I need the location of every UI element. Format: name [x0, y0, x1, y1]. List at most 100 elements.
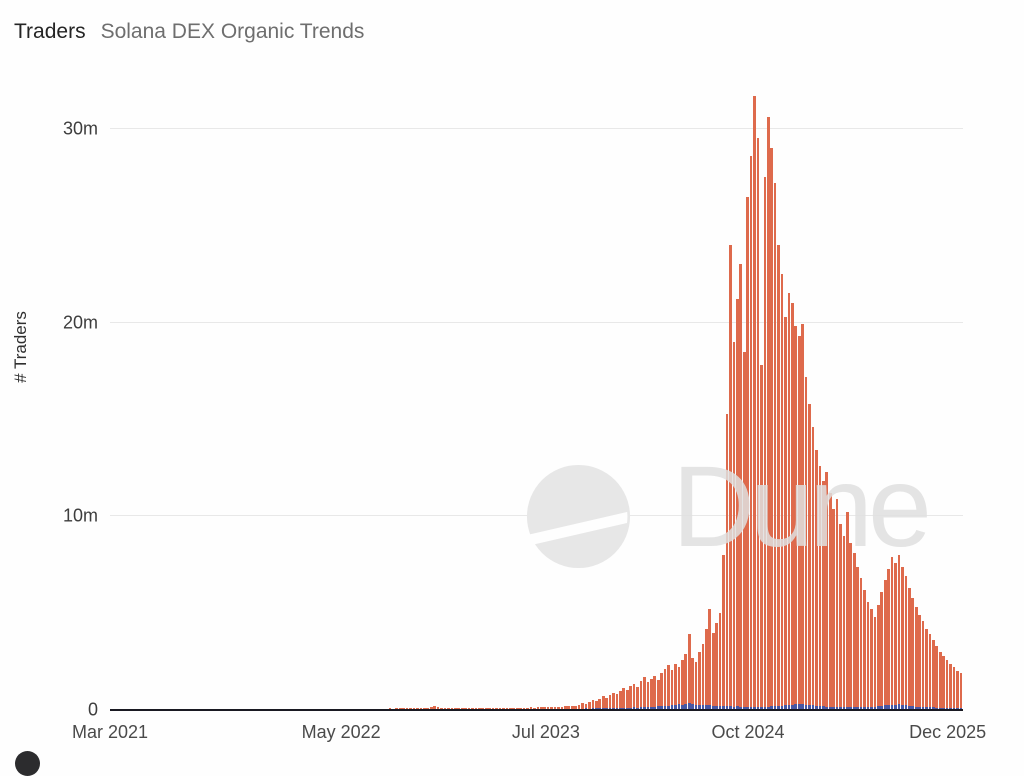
bar-traders-orange [956, 671, 959, 710]
bar-traders-orange [770, 148, 773, 710]
bar-traders-orange [729, 245, 732, 710]
bar-traders-orange [860, 578, 863, 710]
bar-traders-orange [815, 450, 818, 710]
bar-traders-orange [653, 676, 656, 710]
bar-traders-orange [636, 687, 639, 710]
bar-traders-orange [922, 621, 925, 710]
bar-traders-orange [674, 664, 677, 711]
bar-traders-orange [774, 183, 777, 710]
bar-traders-orange [781, 274, 784, 710]
plot-area: Dune [110, 90, 963, 710]
x-tick-label-jul-2023: Jul 2023 [512, 722, 580, 743]
bar-traders-orange [633, 684, 636, 710]
bar-traders-orange [901, 567, 904, 710]
bar-traders-orange [911, 598, 914, 710]
bar-traders-orange [949, 664, 952, 711]
bar-traders-orange [647, 682, 650, 710]
bar-traders-orange [932, 640, 935, 710]
bar-traders-orange [832, 509, 835, 711]
bar-traders-orange [887, 569, 890, 710]
bar-traders-orange [753, 96, 756, 710]
bar-traders-orange [918, 615, 921, 710]
bar-traders-orange [870, 609, 873, 710]
bar-traders-orange [849, 543, 852, 710]
bar-traders-orange [946, 660, 949, 710]
bar-traders-orange [960, 673, 963, 710]
bar-traders-orange [691, 658, 694, 710]
bar-traders-orange [880, 592, 883, 710]
bar-traders-orange [643, 677, 646, 710]
bar-traders-orange [808, 404, 811, 710]
bar-traders-orange [719, 613, 722, 710]
bar-traders-orange [760, 365, 763, 710]
x-tick-label-mar-2021: Mar 2021 [72, 722, 148, 743]
bar-traders-orange [853, 553, 856, 710]
chart-title: Traders [14, 20, 86, 44]
bar-traders-orange [939, 652, 942, 710]
bar-traders-orange [671, 670, 674, 710]
bar-traders-orange [791, 303, 794, 710]
bar-traders-orange [836, 499, 839, 710]
bar-traders-orange [667, 665, 670, 710]
bar-traders-orange [846, 512, 849, 710]
bar-traders-orange [764, 177, 767, 710]
bar-traders-orange [736, 299, 739, 710]
bar-traders-orange [664, 669, 667, 710]
y-tick-label-0: 0 [88, 700, 98, 721]
bar-traders-orange [874, 617, 877, 710]
bar-traders-orange [825, 472, 828, 710]
bar-traders-orange [856, 567, 859, 710]
bar-traders-orange [867, 602, 870, 711]
bar-traders-orange [726, 414, 729, 710]
bar-traders-orange [935, 646, 938, 710]
bar-traders-orange [757, 138, 760, 710]
bar-traders-orange [915, 607, 918, 710]
bar-traders-orange [650, 679, 653, 710]
bar-traders-orange [798, 336, 801, 710]
bar-traders-orange [891, 557, 894, 710]
bars-layer[interactable] [110, 90, 963, 710]
bar-traders-orange [629, 686, 632, 710]
bar-traders-orange [622, 688, 625, 710]
bar-traders-orange [908, 588, 911, 710]
bar-traders-orange [898, 555, 901, 710]
bar-traders-orange [839, 524, 842, 710]
bar-traders-orange [794, 326, 797, 710]
bar-traders-orange [640, 681, 643, 710]
bar-traders-orange [905, 576, 908, 710]
bar-traders-orange [843, 536, 846, 710]
y-tick-label-10m: 10m [63, 506, 98, 527]
bar-traders-orange [767, 117, 770, 710]
bar-traders-orange [784, 317, 787, 710]
bar-traders-orange [829, 493, 832, 710]
bar-traders-orange [750, 156, 753, 710]
bar-traders-orange [715, 623, 718, 710]
bar-traders-orange [819, 466, 822, 710]
x-axis-line [110, 709, 963, 711]
bar-traders-orange [942, 656, 945, 710]
bar-traders-orange [812, 427, 815, 710]
x-tick-label-may-2022: May 2022 [302, 722, 381, 743]
bar-traders-orange [708, 609, 711, 710]
bar-traders-orange [739, 264, 742, 710]
bar-traders-orange [688, 634, 691, 710]
bar-traders-orange [681, 660, 684, 710]
bar-traders-orange [684, 654, 687, 710]
bar-traders-orange [894, 563, 897, 710]
bar-traders-orange [788, 293, 791, 710]
bar-traders-orange [705, 629, 708, 710]
bar-traders-orange [722, 555, 725, 710]
bar-traders-orange [801, 324, 804, 710]
bar-traders-orange [777, 245, 780, 710]
bar-traders-orange [712, 633, 715, 711]
bar-traders-orange [822, 481, 825, 710]
bar-traders-orange [863, 590, 866, 710]
x-tick-label-oct-2024: Oct 2024 [712, 722, 785, 743]
x-tick-label-dec-2025: Dec 2025 [909, 722, 986, 743]
bar-traders-orange [702, 644, 705, 710]
chart-subtitle: Solana DEX Organic Trends [101, 20, 365, 44]
y-tick-label-30m: 30m [63, 118, 98, 139]
bar-traders-orange [953, 667, 956, 710]
